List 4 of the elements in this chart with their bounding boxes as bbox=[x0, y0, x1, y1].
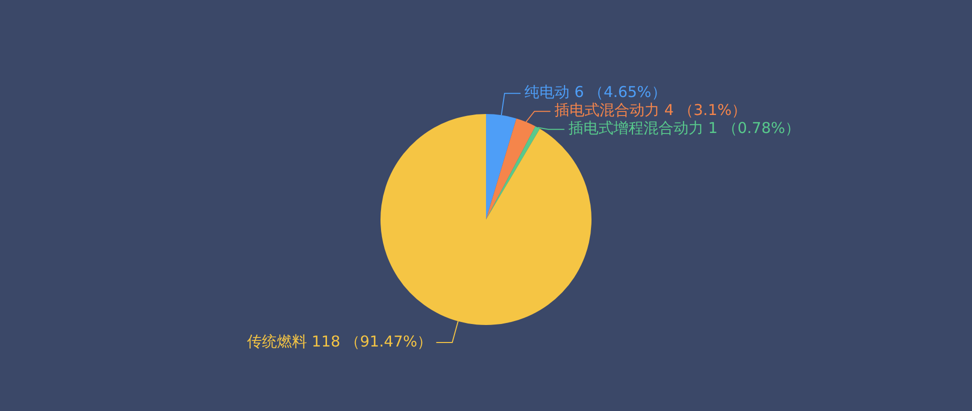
slice-label: 插电式混合动力 4 （3.1%） bbox=[554, 101, 747, 120]
slice-label: 插电式增程混合动力 1 （0.78%） bbox=[568, 119, 800, 138]
slice-label: 传统燃料 118 （91.47%） bbox=[246, 332, 432, 350]
slice-label: 纯电动 6 （4.65%） bbox=[524, 83, 666, 102]
